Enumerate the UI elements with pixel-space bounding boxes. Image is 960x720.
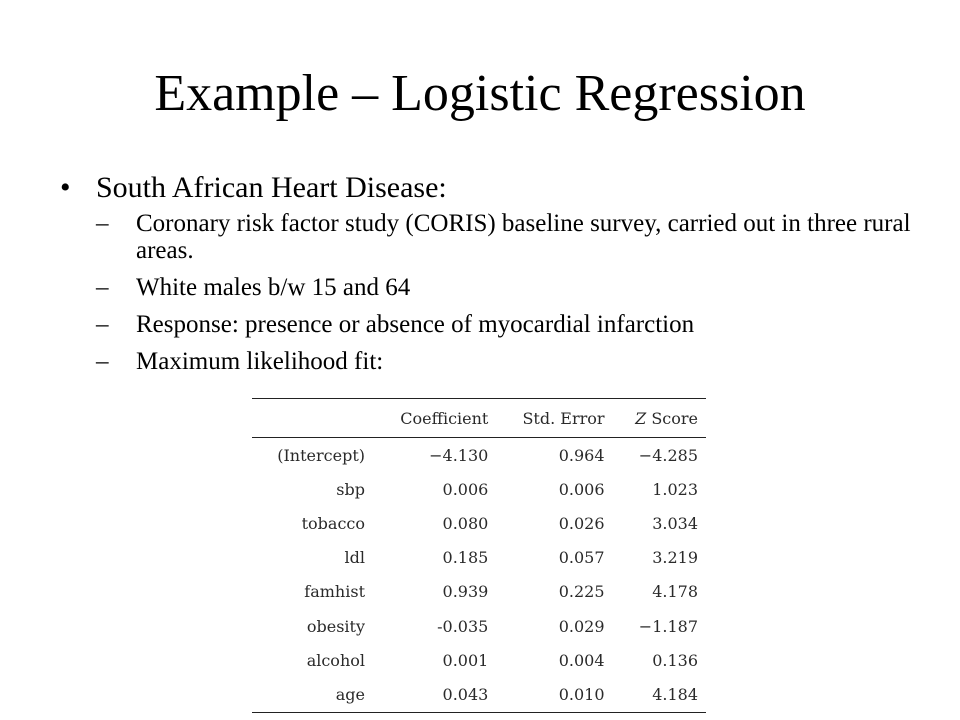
dash-marker: – (96, 274, 109, 301)
dash-marker: – (96, 311, 109, 338)
std-error-cell: 0.057 (558, 548, 605, 568)
std-error-cell: 0.225 (558, 582, 605, 602)
header-z-symbol: Z (635, 408, 647, 428)
sub-bullet-text: Maximum likelihood fit: (136, 348, 384, 375)
table-row: obesity -0.035 0.029 −1.187 (252, 609, 706, 643)
sub-bullet-text: White males b/w 15 and 64 (136, 274, 411, 301)
header-z-word: Score (651, 408, 698, 428)
coefficient-cell: 0.080 (442, 513, 489, 533)
term-cell: (Intercept) (277, 445, 365, 465)
z-score-cell: 3.034 (652, 513, 698, 533)
z-score-cell: 1.023 (652, 479, 698, 499)
coefficient-cell: 0.185 (442, 548, 489, 568)
table-header-row: Coefficient Std. Error Z Score (252, 398, 706, 438)
std-error-cell: 0.004 (558, 650, 605, 670)
term-cell: ldl (344, 548, 365, 568)
term-cell: famhist (304, 582, 365, 602)
header-term (252, 398, 373, 438)
dash-marker: – (96, 210, 109, 237)
sub-bullet-item: – Coronary risk factor study (CORIS) bas… (96, 210, 916, 264)
table-row: tobacco 0.080 0.026 3.034 (252, 506, 706, 540)
bullet-text: South African Heart Disease: (96, 171, 447, 204)
coefficient-cell: 0.043 (442, 684, 489, 704)
table-row: age 0.043 0.010 4.184 (252, 677, 706, 712)
sub-bullet-item: – Maximum likelihood fit: (96, 348, 916, 375)
term-cell: tobacco (301, 513, 365, 533)
table-row: (Intercept) −4.130 0.964 −4.285 (252, 438, 706, 473)
sub-bullet-item: – White males b/w 15 and 64 (96, 274, 916, 301)
header-z-score: Z Score (612, 398, 706, 438)
std-error-cell: 0.026 (558, 513, 605, 533)
table-row: sbp 0.006 0.006 1.023 (252, 472, 706, 506)
table-row: ldl 0.185 0.057 3.219 (252, 541, 706, 575)
term-cell: age (335, 684, 365, 704)
bullet-marker: • (60, 171, 71, 204)
slide-title: Example – Logistic Regression (154, 65, 806, 122)
coefficient-cell: −4.130 (429, 445, 489, 465)
results-table: Coefficient Std. Error Z Score (Intercep… (252, 398, 706, 713)
sub-bullet-text: Coronary risk factor study (CORIS) basel… (136, 210, 911, 264)
table-row: famhist 0.939 0.225 4.178 (252, 575, 706, 609)
dash-marker: – (96, 348, 109, 375)
term-cell: obesity (306, 616, 365, 636)
header-coefficient: Coefficient (373, 398, 497, 438)
std-error-cell: 0.029 (558, 616, 605, 636)
z-score-cell: 3.219 (652, 548, 698, 568)
z-score-cell: 4.184 (652, 684, 698, 704)
z-score-cell: 0.136 (652, 650, 698, 670)
sub-bullet-list: – Coronary risk factor study (CORIS) bas… (96, 210, 916, 385)
term-cell: alcohol (306, 650, 365, 670)
std-error-cell: 0.964 (558, 445, 605, 465)
std-error-cell: 0.006 (558, 479, 605, 499)
coefficient-cell: 0.939 (442, 582, 489, 602)
coefficient-cell: 0.006 (442, 479, 489, 499)
sub-bullet-item: – Response: presence or absence of myoca… (96, 311, 916, 338)
z-score-cell: −1.187 (638, 616, 698, 636)
z-score-cell: −4.285 (638, 445, 698, 465)
table-row: alcohol 0.001 0.004 0.136 (252, 643, 706, 677)
header-std-error: Std. Error (496, 398, 613, 438)
coefficient-cell: -0.035 (437, 616, 489, 636)
main-bullet: • South African Heart Disease: (60, 168, 447, 208)
term-cell: sbp (336, 479, 365, 499)
std-error-cell: 0.010 (558, 684, 605, 704)
coefficient-cell: 0.001 (442, 650, 489, 670)
regression-results: Coefficient Std. Error Z Score (Intercep… (252, 398, 706, 713)
z-score-cell: 4.178 (652, 582, 698, 602)
sub-bullet-text: Response: presence or absence of myocard… (136, 311, 695, 338)
